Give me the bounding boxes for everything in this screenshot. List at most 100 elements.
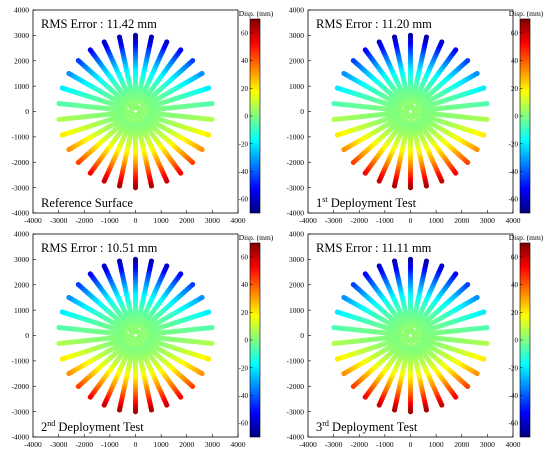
data-point xyxy=(56,100,62,107)
data-point xyxy=(199,370,205,377)
data-point xyxy=(376,402,382,408)
data-point xyxy=(439,178,445,184)
data-point xyxy=(132,409,139,415)
data-point xyxy=(140,326,146,331)
x-tick-label: 2000 xyxy=(454,216,469,225)
data-point xyxy=(101,263,107,269)
data-point xyxy=(190,57,196,64)
plot-caption: Reference Surface xyxy=(41,196,133,210)
data-point xyxy=(350,383,356,390)
colorbar-tick-label: 20 xyxy=(511,309,519,317)
data-point xyxy=(398,113,404,119)
colorbar: Disp. (mm) 60 40 20 0 -20 -40 -60 xyxy=(509,233,544,438)
data-point xyxy=(101,402,107,408)
x-tick-label: 1000 xyxy=(154,216,169,225)
plot-title: RMS Error : 11.11 mm xyxy=(316,241,432,255)
data-point xyxy=(129,98,135,104)
data-point xyxy=(481,132,487,138)
x-tick-label: 3000 xyxy=(205,216,220,225)
y-tick-label: 4000 xyxy=(289,6,304,15)
data-point xyxy=(140,102,146,107)
x-tick-label: 4000 xyxy=(231,216,246,225)
data-point xyxy=(139,334,144,339)
colorbar-tick-label: 40 xyxy=(241,57,249,65)
data-point xyxy=(439,39,445,45)
x-tick-label: 0 xyxy=(134,440,138,449)
y-tick-label: 2000 xyxy=(289,56,304,65)
data-point xyxy=(418,331,424,337)
data-point xyxy=(143,107,149,113)
x-tick-label: -2000 xyxy=(351,440,369,449)
data-point xyxy=(66,70,72,77)
data-point xyxy=(403,342,409,348)
data-point xyxy=(148,407,155,413)
data-point xyxy=(209,340,215,347)
colorbar-tick-label: 40 xyxy=(511,57,519,65)
data-point xyxy=(474,70,480,77)
y-tick-label: 0 xyxy=(300,331,304,340)
colorbar-tick-label: 60 xyxy=(511,253,519,261)
data-point xyxy=(334,356,340,362)
y-tick-label: 4000 xyxy=(14,6,29,15)
data-point xyxy=(87,271,93,277)
colorbar-tick-label: 0 xyxy=(515,113,519,121)
data-point xyxy=(199,146,205,153)
y-tick-label: -3000 xyxy=(287,183,305,192)
colorbar-tick-label: -60 xyxy=(509,196,519,204)
colorbar-tick-label: -40 xyxy=(509,392,519,400)
y-tick-label: 2000 xyxy=(14,280,29,289)
data-point xyxy=(331,100,337,107)
y-tick-label: -3000 xyxy=(287,407,305,416)
data-point xyxy=(143,331,149,337)
data-point xyxy=(453,47,459,53)
colorbar-label: Disp. (mm) xyxy=(239,9,274,18)
data-point xyxy=(134,342,140,348)
data-point xyxy=(116,407,123,413)
data-point xyxy=(403,118,409,124)
data-point xyxy=(164,263,170,269)
colorbar-tick-label: 60 xyxy=(241,253,249,261)
y-tick-label: 3000 xyxy=(14,255,29,264)
y-tick-label: 0 xyxy=(300,107,304,116)
data-point xyxy=(391,34,398,40)
data-point xyxy=(418,107,424,113)
data-points xyxy=(56,256,215,415)
data-point xyxy=(148,183,155,189)
data-point xyxy=(439,263,445,269)
x-tick-label: -2000 xyxy=(76,216,94,225)
data-point xyxy=(407,409,414,415)
colorbar: Disp. (mm) 60 40 20 0 -20 -40 -60 xyxy=(509,9,544,214)
data-point xyxy=(407,256,414,262)
data-point xyxy=(101,178,107,184)
data-point xyxy=(123,113,129,119)
colorbar-tick-label: -40 xyxy=(239,392,249,400)
data-point xyxy=(484,100,490,107)
x-tick-label: -3000 xyxy=(325,440,343,449)
x-tick-label: 4000 xyxy=(506,216,521,225)
plot-title: RMS Error : 10.51 mm xyxy=(41,241,158,255)
data-point xyxy=(164,39,170,45)
data-points xyxy=(331,256,490,415)
data-point xyxy=(87,394,93,400)
colorbar: Disp. (mm) 60 40 20 0 -20 -40 -60 xyxy=(239,9,274,214)
data-points xyxy=(331,32,490,191)
plot-caption: 2nd Deployment Test xyxy=(41,419,144,434)
data-point xyxy=(350,57,356,64)
data-point xyxy=(407,185,414,191)
data-point xyxy=(87,47,93,53)
plot-title: RMS Error : 11.42 mm xyxy=(41,17,157,31)
data-point xyxy=(190,281,196,288)
data-point xyxy=(148,34,155,40)
caption-text: 2 xyxy=(41,420,47,434)
x-tick-label: -1000 xyxy=(376,440,394,449)
x-tick-label: 4000 xyxy=(231,440,246,449)
colorbar-tick-label: -40 xyxy=(239,168,249,176)
data-point xyxy=(75,281,81,288)
data-point xyxy=(178,394,184,400)
data-point xyxy=(376,263,382,269)
data-point xyxy=(334,132,340,138)
data-point xyxy=(178,170,184,176)
plot-caption: 1st Deployment Test xyxy=(316,195,417,210)
data-point xyxy=(199,294,205,301)
colorbar-tick-label: 20 xyxy=(241,85,249,93)
